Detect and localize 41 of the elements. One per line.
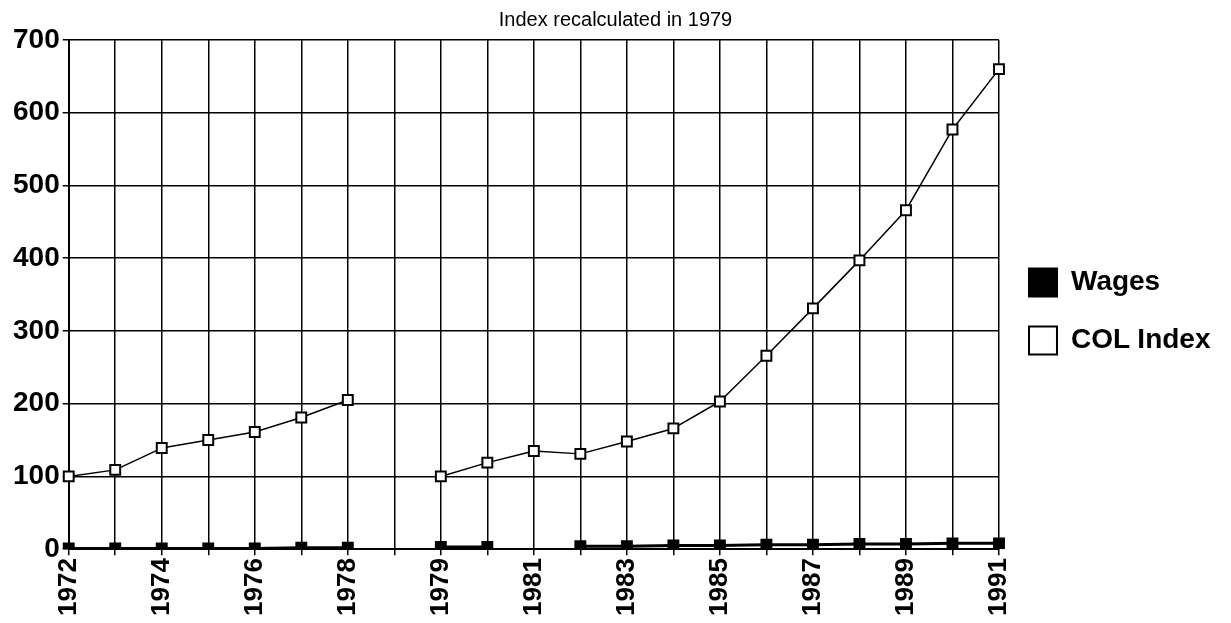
point — [713, 395, 726, 408]
point — [853, 254, 866, 267]
point — [900, 204, 912, 217]
point — [527, 445, 540, 457]
y-tick-label: 400 — [13, 240, 60, 272]
point — [248, 426, 261, 438]
x-tick-label: 1976 — [237, 558, 268, 616]
x-tick-label: 1991 — [982, 558, 1013, 616]
x-tick-label: 1972 — [51, 558, 82, 616]
y-tick-label: 200 — [13, 386, 60, 418]
point — [109, 463, 122, 476]
x-tick-label: 1985 — [703, 558, 734, 616]
x-tick-label: 1983 — [610, 558, 641, 616]
y-tick-label: 100 — [13, 459, 60, 491]
x-tick-label: 1978 — [330, 558, 361, 616]
legend-label: COL Index — [1070, 323, 1211, 355]
point — [806, 302, 819, 315]
point — [620, 435, 633, 448]
legend-label: Wages — [1070, 265, 1161, 297]
point — [574, 447, 587, 460]
y-tick-label: 300 — [13, 313, 60, 345]
y-tick-label: 600 — [13, 95, 60, 127]
point — [993, 537, 1005, 550]
x-tick-label: 1974 — [144, 557, 175, 616]
point — [434, 470, 447, 483]
point — [295, 411, 308, 424]
point — [667, 422, 680, 435]
point — [155, 442, 168, 455]
point — [341, 394, 354, 406]
point — [62, 470, 75, 483]
point — [481, 456, 494, 469]
y-tick-label: 700 — [13, 22, 60, 54]
x-tick-label: 1979 — [424, 558, 454, 616]
point — [993, 63, 1005, 76]
y-tick-label: 500 — [13, 168, 60, 200]
x-tick-label: 1989 — [889, 558, 920, 616]
point — [202, 434, 215, 446]
x-tick-label: 1987 — [796, 558, 827, 616]
x-tick-label: 1981 — [517, 558, 548, 616]
point — [760, 349, 773, 362]
chart-title: Index recalculated in 1979 — [498, 7, 733, 30]
